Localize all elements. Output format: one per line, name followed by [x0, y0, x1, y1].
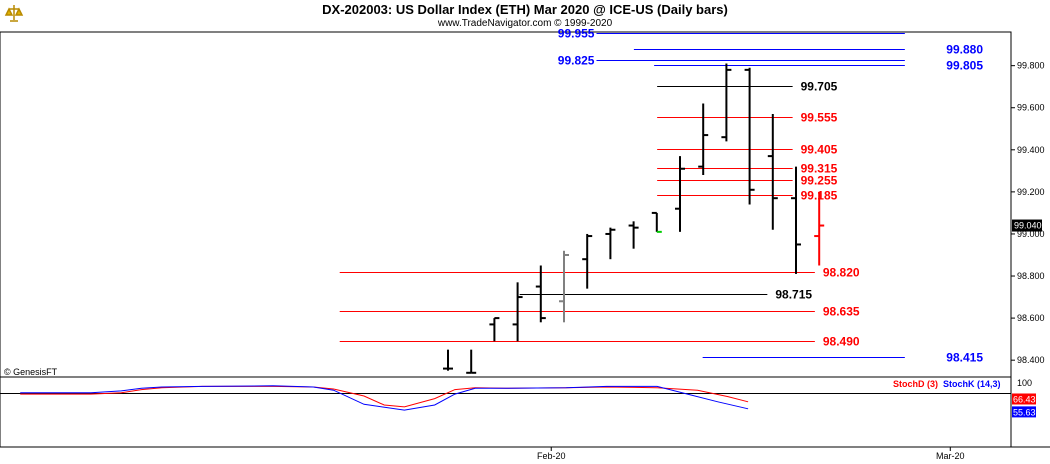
chart-subtitle: www.TradeNavigator.com © 1999-2020	[437, 18, 613, 29]
level-label-98-715: 98.715	[775, 288, 812, 302]
price-tick-label: 99.800	[1017, 61, 1045, 71]
level-label-98-490: 98.490	[823, 335, 860, 349]
price-panel	[0, 31, 1012, 378]
stochd-legend: StochD (3)	[893, 379, 938, 389]
last-price-tag-label: 99.040	[1014, 221, 1042, 231]
stochastic-value-tag-label: 66.43	[1013, 394, 1036, 404]
level-label-98-415: 98.415	[946, 351, 983, 365]
price-tick-label: 99.200	[1017, 187, 1045, 197]
credit-label: © GenesisFT	[4, 367, 58, 377]
scales-icon	[4, 5, 24, 22]
ohlc-bar	[744, 67, 755, 205]
level-label-98-820: 98.820	[823, 266, 860, 280]
ohlc-bar	[767, 114, 778, 230]
stochastic-value-tag-label: 55.63	[1013, 407, 1036, 417]
stochk-line	[20, 385, 749, 411]
ohlc-bar	[698, 103, 709, 176]
price-tick-label: 98.600	[1017, 313, 1045, 323]
ohlc-bar	[512, 282, 523, 342]
stochastic-value-tag	[1012, 393, 1036, 405]
price-tick-label: 98.400	[1017, 355, 1045, 365]
ohlc-bar	[466, 349, 477, 374]
ohlc-bar	[559, 250, 569, 323]
stochd-line	[20, 385, 749, 408]
ohlc-bar	[791, 166, 801, 274]
ohlc-bar	[721, 63, 732, 142]
ohlc-bar	[814, 191, 825, 266]
ohlc-bar	[651, 211, 662, 233]
price-tick-label: 99.400	[1017, 145, 1045, 155]
level-label-99-315: 99.315	[801, 162, 838, 176]
level-label-99-955: 99.955	[558, 27, 595, 41]
price-tick-label: 99.600	[1017, 103, 1045, 113]
stochastic-tick-label: 100	[1017, 378, 1032, 388]
last-price-tag	[1012, 219, 1042, 232]
level-label-99-555: 99.555	[801, 111, 838, 125]
ohlc-bar	[489, 317, 500, 342]
price-tick-label: 98.800	[1017, 271, 1045, 281]
level-label-99-255: 99.255	[801, 174, 838, 188]
x-tick-label: Mar-20	[936, 451, 965, 461]
level-label-99-405: 99.405	[801, 143, 838, 157]
level-label-99-825: 99.825	[558, 54, 595, 68]
ohlc-bar	[443, 349, 453, 371]
ohlc-bar	[675, 156, 685, 232]
price-tick-label: 99.000	[1017, 229, 1045, 239]
x-tick-label: Feb-20	[537, 451, 566, 461]
stochk-legend: StochK (14,3)	[943, 379, 1001, 389]
level-label-99-805: 99.805	[946, 59, 983, 73]
ohlc-bar	[605, 227, 616, 260]
ohlc-bar	[535, 265, 546, 323]
ohlc-bar	[582, 233, 593, 289]
stochastic-value-tag	[1012, 406, 1036, 418]
ohlc-bar	[628, 221, 639, 249]
level-label-98-635: 98.635	[823, 305, 860, 319]
level-label-99-880: 99.880	[946, 43, 983, 57]
level-label-99-705: 99.705	[801, 80, 838, 94]
chart-title: DX-202003: US Dollar Index (ETH) Mar 202…	[322, 2, 728, 17]
